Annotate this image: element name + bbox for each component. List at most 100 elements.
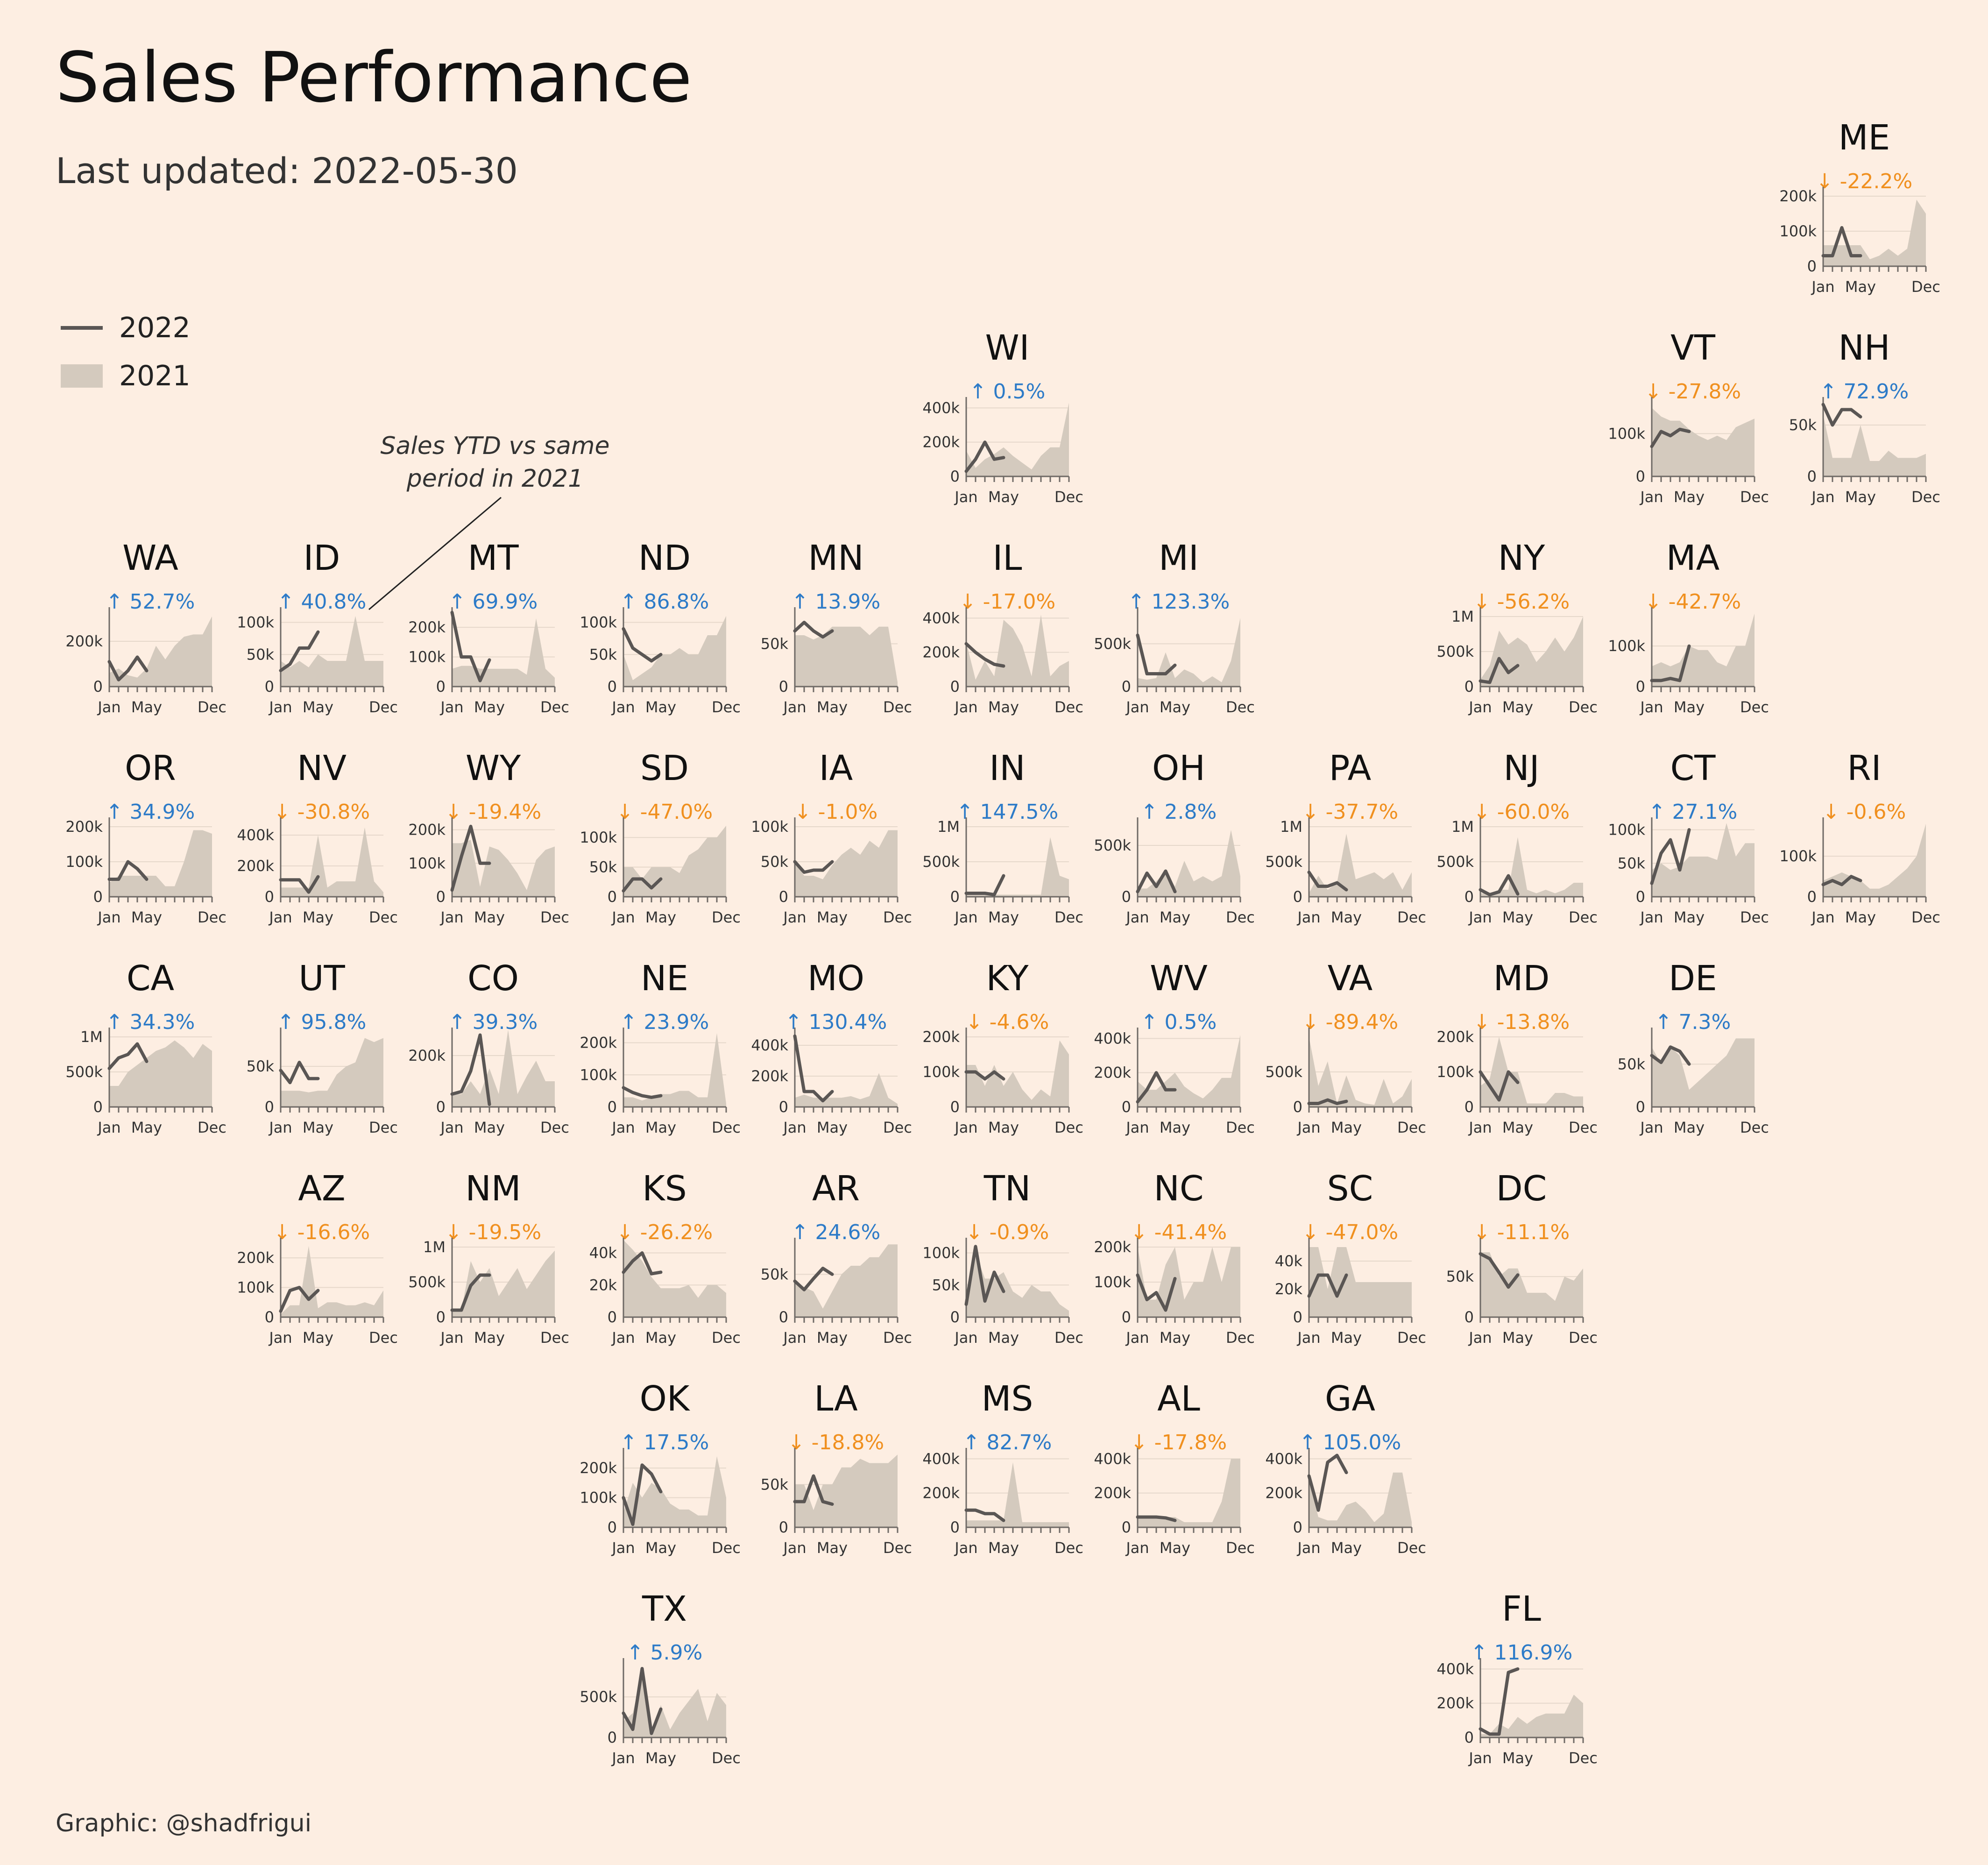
x-tick-label-ca: May — [131, 1119, 162, 1136]
state-chart-wi: WI ↑ 0.5% 0 200k 400k Jan May Dec — [922, 328, 1083, 506]
y-tick-label-ri: 100k — [1779, 847, 1817, 865]
state-code-de: DE — [1669, 958, 1717, 999]
state-code-md: MD — [1493, 958, 1550, 999]
area-2021-in — [966, 837, 1069, 897]
area-2021-nj — [1480, 837, 1583, 897]
line-2022-nh — [1821, 403, 1862, 427]
y-tick-label-al: 0 — [1122, 1518, 1131, 1536]
y-tick-label-ky: 200k — [922, 1028, 960, 1046]
line-2022-ga — [1307, 1454, 1348, 1512]
state-code-mn: MN — [808, 538, 863, 578]
state-chart-vt: VT ↓ -27.8% 0 100k Jan May Dec — [1608, 328, 1769, 506]
x-tick-label-mn: Jan — [782, 698, 806, 716]
x-tick-label-wv: Dec — [1226, 1119, 1255, 1136]
y-tick-label-dc: 0 — [1464, 1308, 1474, 1326]
state-code-me: ME — [1839, 118, 1890, 158]
y-tick-label-nj: 1M — [1451, 818, 1474, 836]
state-chart-in: IN ↑ 147.5% 0 500k 1M Jan May Dec — [922, 748, 1083, 926]
x-tick-label-in: May — [988, 908, 1019, 926]
line-2022-co — [450, 1033, 491, 1106]
x-tick-label-md: Dec — [1569, 1119, 1598, 1136]
x-tick-label-tx: Dec — [712, 1749, 741, 1767]
state-change-ga: ↑ 105.0% — [1299, 1431, 1401, 1454]
y-tick-label-wi: 200k — [922, 433, 960, 451]
state-change-de: ↑ 7.3% — [1655, 1010, 1731, 1034]
y-tick-label-ma: 100k — [1608, 637, 1645, 655]
y-tick-label-dc: 50k — [1446, 1268, 1474, 1285]
state-tile-pa: PA ↓ -37.7% 0 500k 1M Jan May Dec — [1265, 726, 1426, 926]
area-2021-ia — [795, 830, 898, 897]
area-2021-sc — [1309, 1247, 1412, 1317]
y-tick-label-ca: 1M — [80, 1028, 103, 1046]
y-tick-label-ny: 0 — [1464, 678, 1474, 695]
line-2022-nv — [279, 875, 320, 894]
state-tile-ri: RI ↓ -0.6% 0 100k Jan May Dec — [1779, 726, 1940, 926]
y-tick-label-tn: 0 — [950, 1308, 960, 1326]
line-2022-ri — [1821, 875, 1862, 886]
line-2022-mn — [793, 621, 834, 639]
state-code-ct: CT — [1670, 748, 1716, 788]
state-chart-fl: FL ↑ 116.9% 0 200k 400k Jan May Dec — [1436, 1589, 1598, 1767]
state-chart-mt: MT ↑ 69.9% 0 100k 200k Jan May Dec — [408, 538, 569, 716]
area-2021-ks — [623, 1240, 726, 1317]
x-tick-label-nh: Jan — [1811, 488, 1834, 506]
state-code-dc: DC — [1496, 1169, 1547, 1209]
line-2022-pa — [1307, 871, 1348, 892]
y-tick-label-de: 50k — [1618, 1055, 1646, 1073]
state-code-oh: OH — [1152, 748, 1205, 788]
y-tick-label-ma: 0 — [1636, 678, 1645, 695]
x-tick-label-ok: May — [645, 1539, 676, 1557]
y-tick-label-az: 100k — [237, 1279, 274, 1297]
y-tick-label-wi: 400k — [922, 399, 960, 417]
last-updated: Last updated: 2022-05-30 — [56, 150, 518, 191]
x-tick-label-nh: Dec — [1911, 488, 1940, 506]
legend-item-2022: 2022 — [61, 312, 191, 344]
state-change-va: ↓ -89.4% — [1302, 1010, 1399, 1034]
x-tick-label-ma: Dec — [1740, 698, 1769, 716]
state-change-ri: ↓ -0.6% — [1823, 800, 1906, 824]
state-change-ca: ↑ 34.3% — [106, 1010, 195, 1034]
state-code-tn: TN — [983, 1169, 1031, 1209]
y-tick-label-nh: 0 — [1807, 468, 1817, 485]
y-tick-label-ok: 200k — [580, 1459, 617, 1477]
line-2022-ar — [793, 1267, 834, 1291]
y-tick-label-or: 200k — [65, 818, 103, 836]
state-change-ma: ↓ -42.7% — [1645, 590, 1741, 614]
state-change-wa: ↑ 52.7% — [106, 590, 195, 614]
line-2022-ne — [622, 1086, 663, 1099]
y-tick-label-ne: 100k — [580, 1066, 617, 1084]
y-tick-label-nv: 0 — [265, 888, 274, 906]
state-chart-la: LA ↓ -18.8% 0 50k Jan May Dec — [761, 1379, 912, 1557]
y-tick-label-mt: 0 — [436, 678, 446, 695]
y-tick-label-ar: 0 — [779, 1308, 788, 1326]
x-tick-label-ma: May — [1674, 698, 1705, 716]
state-tile-ky: KY ↓ -4.6% 0 100k 200k Jan May Dec — [922, 936, 1083, 1136]
state-change-al: ↓ -17.8% — [1131, 1431, 1227, 1454]
line-2022-de — [1650, 1045, 1691, 1066]
state-chart-ky: KY ↓ -4.6% 0 100k 200k Jan May Dec — [922, 958, 1083, 1136]
area-2021-ok — [623, 1456, 726, 1527]
x-tick-label-sc: Jan — [1296, 1329, 1320, 1347]
area-2021-dc — [1480, 1252, 1583, 1317]
state-tile-ne: NE ↑ 23.9% 0 100k 200k Jan May Dec — [580, 936, 741, 1136]
y-tick-label-ny: 500k — [1436, 643, 1474, 660]
state-change-ne: ↑ 23.9% — [620, 1010, 709, 1034]
state-chart-pa: PA ↓ -37.7% 0 500k 1M Jan May Dec — [1265, 748, 1426, 926]
x-tick-label-nv: Dec — [369, 908, 398, 926]
y-tick-label-tx: 500k — [580, 1688, 617, 1706]
y-tick-label-tn: 50k — [932, 1276, 960, 1294]
x-tick-label-ia: May — [817, 908, 848, 926]
y-tick-label-ok: 100k — [580, 1489, 617, 1507]
y-tick-label-wv: 0 — [1122, 1098, 1131, 1116]
state-code-ny: NY — [1498, 538, 1545, 578]
legend-item-2021: 2021 — [61, 360, 191, 392]
x-tick-label-nc: Jan — [1125, 1329, 1149, 1347]
x-tick-label-mo: Dec — [883, 1119, 912, 1136]
state-change-ky: ↓ -4.6% — [966, 1010, 1049, 1034]
state-chart-ne: NE ↑ 23.9% 0 100k 200k Jan May Dec — [580, 958, 741, 1136]
x-tick-label-ny: Dec — [1569, 698, 1598, 716]
state-code-pa: PA — [1329, 748, 1372, 788]
x-tick-label-ut: May — [303, 1119, 333, 1136]
line-2022-oh — [1136, 869, 1177, 893]
x-tick-label-mn: Dec — [883, 698, 912, 716]
